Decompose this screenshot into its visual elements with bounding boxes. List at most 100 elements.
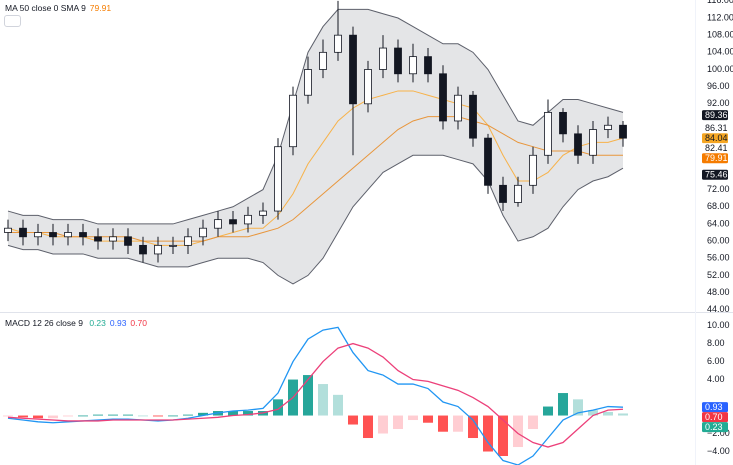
legend-value: 0.93 (109, 318, 127, 328)
candle-body (514, 184, 522, 203)
candle-body (154, 244, 162, 255)
histogram-bar (168, 415, 178, 417)
y-tick-label: 64.00 (707, 218, 730, 228)
y-tick-label: −4.00 (707, 446, 730, 456)
price-label: 86.31 (705, 123, 728, 133)
price-label-bg (702, 153, 728, 164)
legend-value: 0.70 (130, 318, 147, 328)
candle-body (319, 51, 327, 70)
histogram-bar (333, 394, 343, 416)
histogram-bar (423, 415, 433, 423)
price-label-bg (702, 422, 728, 433)
candle-body (79, 232, 87, 238)
candle-body (259, 210, 267, 216)
histogram-bar (183, 414, 193, 416)
candle-body (229, 219, 237, 225)
candle-body (214, 219, 222, 229)
y-tick-label: −2.00 (707, 428, 730, 438)
price-label: 75.46 (705, 170, 728, 180)
y-tick-label: 68.00 (707, 201, 730, 211)
y-tick-label: 44.00 (707, 304, 730, 314)
candle-body (49, 232, 57, 238)
histogram-bar (93, 414, 103, 416)
price-label-bg (702, 412, 728, 423)
y-tick-label: 60.00 (707, 235, 730, 245)
histogram-bar (108, 414, 118, 416)
histogram-bar (573, 399, 583, 416)
ma-legend: MA 50 close 0 SMA 9 79.91 (5, 3, 115, 13)
histogram-bar (63, 415, 73, 417)
histogram-bar (393, 415, 403, 430)
y-tick-label: 52.00 (707, 270, 730, 280)
histogram-bar (558, 393, 568, 416)
y-tick-label: 72.00 (707, 184, 730, 194)
candle-body (604, 124, 612, 130)
histogram-bar (498, 415, 508, 457)
y-tick-label: 92.00 (707, 98, 730, 108)
candle-body (544, 111, 552, 156)
histogram-bar (3, 415, 13, 417)
histogram-bar (228, 411, 238, 416)
candle-body (109, 236, 117, 242)
histogram-bar (408, 415, 418, 421)
histogram-bar (48, 415, 58, 419)
candle-body (19, 227, 27, 238)
candle-body (184, 236, 192, 246)
histogram-bar (378, 415, 388, 434)
y-tick-label: 6.00 (707, 356, 725, 366)
candle-body (64, 232, 72, 238)
histogram-bar (18, 415, 28, 418)
candle-body (124, 236, 132, 246)
candle-body (4, 227, 12, 233)
macd-line (7, 326, 624, 465)
candle-body (139, 244, 147, 255)
histogram-bar (468, 415, 478, 439)
histogram-bar (33, 415, 43, 419)
band-fill (8, 9, 623, 284)
histogram-bar (303, 375, 313, 416)
histogram-bar (318, 384, 328, 416)
y-tick-label: 8.00 (707, 338, 725, 348)
candle-body (529, 154, 537, 186)
price-label-bg (702, 110, 728, 121)
candle-body (409, 56, 417, 75)
y-tick-label: 48.00 (707, 287, 730, 297)
candle-body (169, 244, 177, 247)
candle-body (484, 137, 492, 186)
candle-body (589, 129, 597, 156)
histogram-bar (273, 399, 283, 416)
candle-body (349, 34, 357, 105)
y-tick-label: 116.00 (707, 0, 733, 5)
candle-body (274, 146, 282, 212)
price-label: 84.04 (705, 133, 728, 143)
collapse-button[interactable] (4, 15, 21, 27)
band-line (7, 154, 624, 285)
price-label-bg (702, 169, 728, 180)
legend-value: 0.23 (89, 318, 106, 328)
y-tick-label: 4.00 (707, 374, 725, 384)
histogram-bar (438, 415, 448, 432)
band-line (7, 8, 624, 225)
price-label: 0.23 (705, 422, 723, 432)
y-tick-label: 56.00 (707, 253, 730, 263)
price-label-bg (702, 143, 728, 154)
histogram-bar (543, 406, 553, 416)
candle-body (394, 47, 402, 75)
y-tick-label: 108.00 (707, 30, 733, 40)
y-tick-label: 96.00 (707, 81, 730, 91)
histogram-bar (453, 415, 463, 432)
price-label: 79.91 (705, 153, 728, 163)
candle-body (424, 56, 432, 75)
legend-value: 79.91 (89, 3, 112, 13)
candle-body (499, 184, 507, 203)
histogram-bar (198, 412, 208, 416)
histogram-bar (138, 415, 148, 417)
histogram-bar (618, 413, 628, 416)
candle-body (34, 232, 42, 238)
histogram-bar (603, 411, 613, 416)
macd-legend: MACD 12 26 close 9 0.23 0.93 0.70 (5, 318, 151, 328)
histogram-bar (348, 415, 358, 425)
y-tick-label: 10.00 (707, 320, 730, 330)
histogram-bar (78, 415, 88, 417)
signal-line (7, 342, 624, 448)
